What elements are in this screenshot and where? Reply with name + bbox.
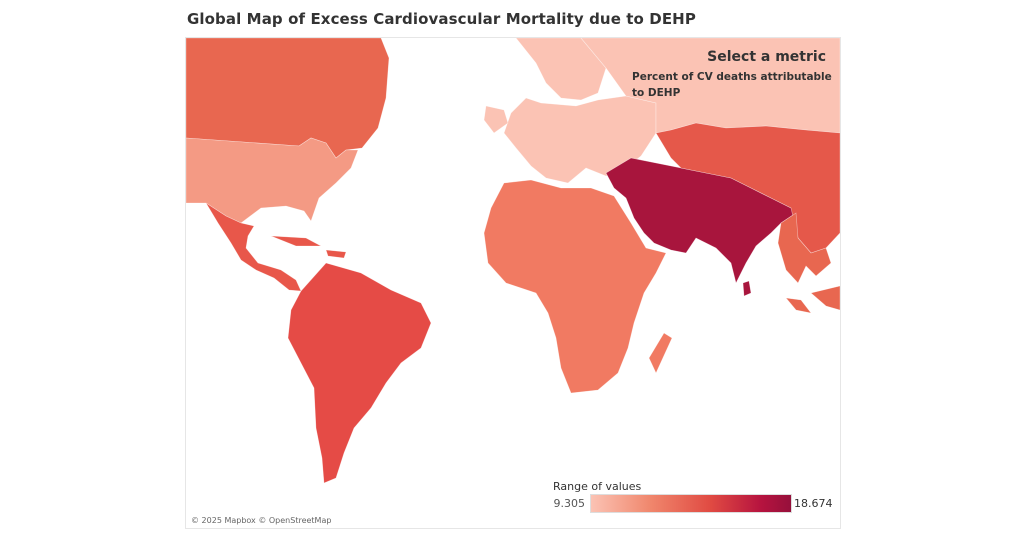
region-south-america[interactable] [287, 262, 432, 484]
metric-selected[interactable]: Percent of CV deaths attributable to DEH… [632, 71, 832, 99]
legend-min: 9.305 [553, 497, 586, 510]
legend-gradient-bar [590, 494, 792, 513]
legend-max: 18.674 [794, 497, 833, 510]
color-legend: Range of values 9.305 18.674 [553, 480, 833, 513]
map-canvas[interactable] [185, 37, 841, 529]
map-attribution: © 2025 Mapbox © OpenStreetMap [191, 516, 332, 525]
legend-row: 9.305 18.674 [553, 494, 843, 514]
region-mexico-central-america[interactable] [205, 202, 302, 292]
metric-heading: Select a metric [707, 49, 826, 65]
world-map [186, 38, 840, 484]
map-title: Global Map of Excess Cardiovascular Mort… [187, 10, 696, 28]
region-caribbean[interactable] [270, 235, 347, 259]
region-africa[interactable] [483, 179, 673, 394]
legend-title: Range of values [553, 480, 642, 493]
region-southeast-asia[interactable] [777, 212, 840, 314]
metric-selector[interactable]: Select a metric Percent of CV deaths att… [632, 49, 832, 101]
